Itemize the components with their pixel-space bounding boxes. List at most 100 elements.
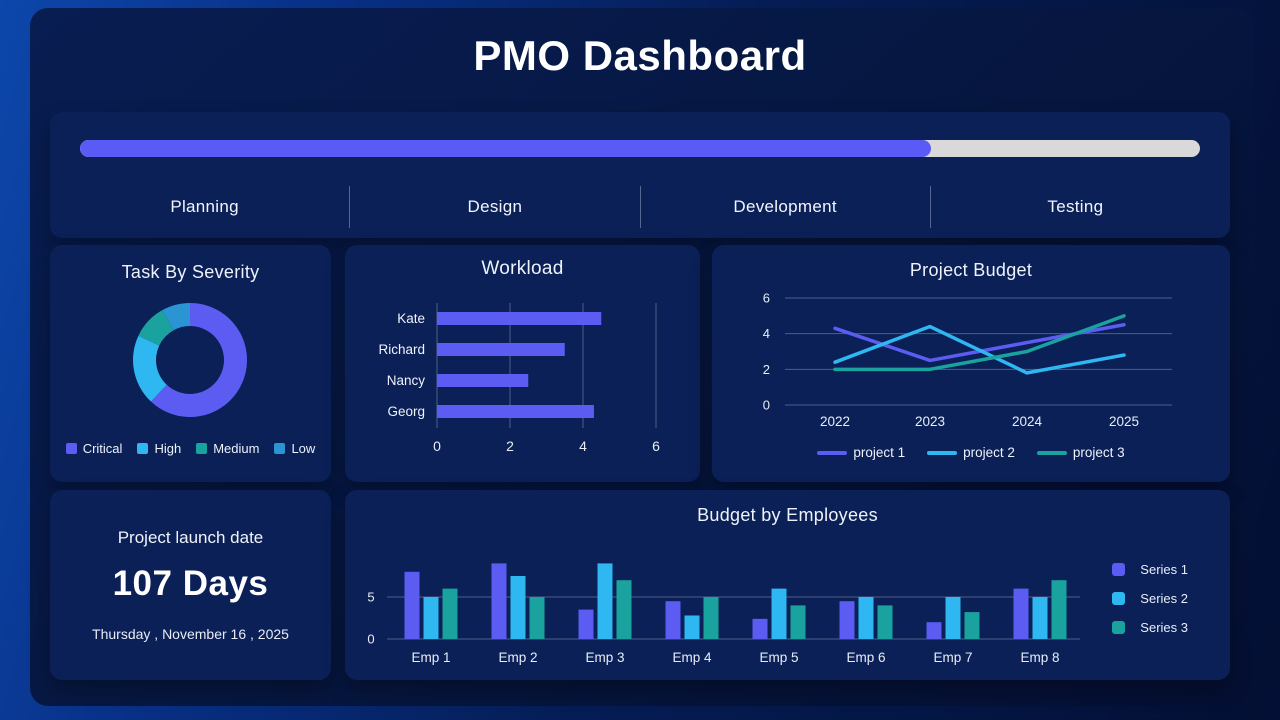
workload-category-label: Richard [378,342,425,357]
legend-label: Critical [82,441,123,456]
project-launch-card: Project launch date 107 Days Thursday , … [50,490,331,680]
legend-item-low: Low [274,441,315,456]
legend-item-project-2: project 2 [927,445,1015,460]
legend-label: Series 2 [1140,591,1188,606]
y-tick-label: 2 [763,362,770,377]
bar-emp-5-series-1 [752,618,768,639]
bar-emp-2-series-3 [529,597,545,639]
workload-bar-kate [437,312,602,325]
x-tick-label: 2024 [1012,414,1043,429]
line-series-project-3 [833,314,1126,372]
bar-emp-2-series-1 [491,563,507,639]
bar-emp-4-series-3 [703,597,719,639]
legend-item-high: High [137,441,181,456]
phase-progress-track [80,140,1200,157]
phase-labels-row: Planning Design Development Testing [60,186,1220,228]
bar-emp-5-series-3 [790,605,806,639]
x-tick-label: Emp 6 [846,650,885,665]
bar-emp-6-series-3 [877,605,893,639]
x-tick-label: Emp 5 [759,650,798,665]
legend-label: project 2 [963,445,1015,460]
x-tick-label: 2022 [820,414,850,429]
donut-segment-critical [150,303,247,417]
bar-emp-1-series-2 [423,597,439,639]
legend-label: Series 1 [1140,562,1188,577]
x-tick-label: 6 [652,438,660,454]
workload-category-label: Nancy [387,373,426,388]
bar-emp-8-series-3 [1051,580,1067,639]
donut-segment-medium [138,310,174,346]
legend-item-medium: Medium [196,441,259,456]
legend-item-series-3: Series 3 [1112,620,1188,635]
legend-label: Medium [213,441,260,456]
workload-bar-richard [437,343,565,356]
x-tick-label: Emp 1 [411,650,450,665]
legend-swatch-medium [196,443,208,454]
legend-item-critical: Critical [65,441,123,456]
bar-emp-6-series-1 [839,601,855,639]
x-tick-label: 2 [506,438,514,454]
workload-title: Workload [481,258,564,279]
task-severity-donut-chart [133,303,247,417]
project-budget-line-chart: 6 4 2 0 2022 2023 2024 2025 [763,291,1172,429]
y-tick-label: 6 [763,291,770,306]
legend-swatch-high [137,443,149,454]
workload-bar-chart: 0 2 4 6 Kate Richard Nancy Georg [378,303,660,454]
x-tick-label: 4 [579,438,587,454]
bar-emp-3-series-2 [597,563,613,639]
task-severity-legend: Critical High Medium Low [50,441,331,456]
task-severity-title: Task By Severity [121,262,260,282]
donut-segment-high [133,335,167,402]
bar-emp-1-series-1 [404,571,420,639]
bar-emp-3-series-3 [616,580,632,639]
legend-swatch-project-2 [927,450,958,455]
legend-item-series-2: Series 2 [1112,591,1188,606]
phase-progress-fill [80,140,932,157]
employee-budget-bar-chart: 5 0 Emp 1 Emp 2 Emp 3 Emp 4 Emp 5 Emp 6 Emp 7 Emp… [367,563,1080,665]
legend-swatch-low [274,443,286,454]
legend-label: Low [291,441,316,456]
legend-label: Series 3 [1140,620,1188,635]
x-tick-label: Emp 7 [933,650,972,665]
project-budget-legend: project 1 project 2 project 3 [712,445,1230,460]
bar-emp-7-series-1 [926,622,942,639]
launch-date-value: Thursday , November 16 , 2025 [92,626,289,642]
project-budget-card: Project Budget 6 4 2 0 2022 2023 2024 2025 proj… [712,245,1230,482]
phase-development: Development [639,186,930,228]
bar-emp-5-series-2 [771,588,787,639]
x-tick-label: Emp 8 [1020,650,1059,665]
bar-emp-7-series-3 [964,612,980,639]
task-severity-card: Task By Severity Critical High Medium Low [50,245,331,482]
bar-emp-8-series-2 [1032,597,1048,639]
legend-label: project 3 [1072,445,1125,460]
donut-segment-low [162,303,190,331]
legend-item-series-1: Series 1 [1112,562,1188,577]
legend-swatch-series-1 [1112,563,1126,576]
workload-category-label: Georg [387,404,425,419]
phase-planning: Planning [170,197,239,216]
legend-item-project-3: project 3 [1036,445,1125,460]
employee-budget-legend: Series 1 Series 2 Series 3 [1112,562,1188,635]
employee-budget-card: Budget by Employees 5 0 Emp 1 Emp 2 Emp 3 Emp… [345,490,1230,680]
x-tick-label: 2023 [915,414,945,429]
bar-emp-2-series-2 [510,576,526,639]
bar-emp-3-series-1 [578,609,594,639]
page-title: PMO Dashboard [473,32,807,79]
bar-emp-7-series-2 [945,597,961,639]
legend-label: project 1 [853,445,906,460]
x-tick-label: 2025 [1109,414,1139,429]
legend-label: High [154,441,182,456]
phase-progress-card: Planning Design Development Testing [50,112,1230,238]
legend-swatch-project-1 [817,450,848,455]
legend-swatch-project-3 [1036,450,1067,455]
x-tick-label: Emp 3 [585,650,624,665]
bar-emp-6-series-2 [858,597,874,639]
bar-emp-8-series-1 [1013,588,1029,639]
legend-swatch-critical [65,443,77,454]
bar-emp-4-series-2 [684,615,700,639]
workload-category-label: Kate [397,311,425,326]
employee-budget-title: Budget by Employees [697,505,878,525]
legend-swatch-series-3 [1112,621,1126,634]
bar-emp-1-series-3 [442,588,458,639]
